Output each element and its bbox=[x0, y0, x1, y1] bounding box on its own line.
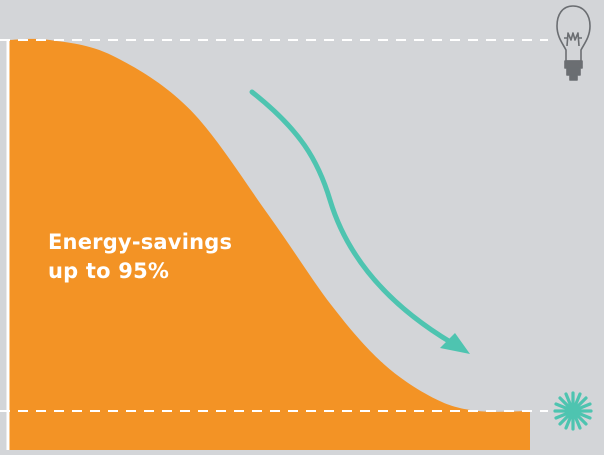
decrease-arrow-head bbox=[440, 333, 470, 354]
energy-usage-area bbox=[8, 38, 530, 450]
decrease-arrow bbox=[249, 89, 455, 346]
led-burst-icon bbox=[553, 391, 593, 431]
incandescent-bulb-icon bbox=[556, 5, 591, 81]
headline-line-1: Energy-savings bbox=[48, 230, 233, 254]
energy-savings-headline: Energy-savings up to 95% bbox=[48, 228, 232, 286]
headline-line-2: up to 95% bbox=[48, 259, 170, 283]
